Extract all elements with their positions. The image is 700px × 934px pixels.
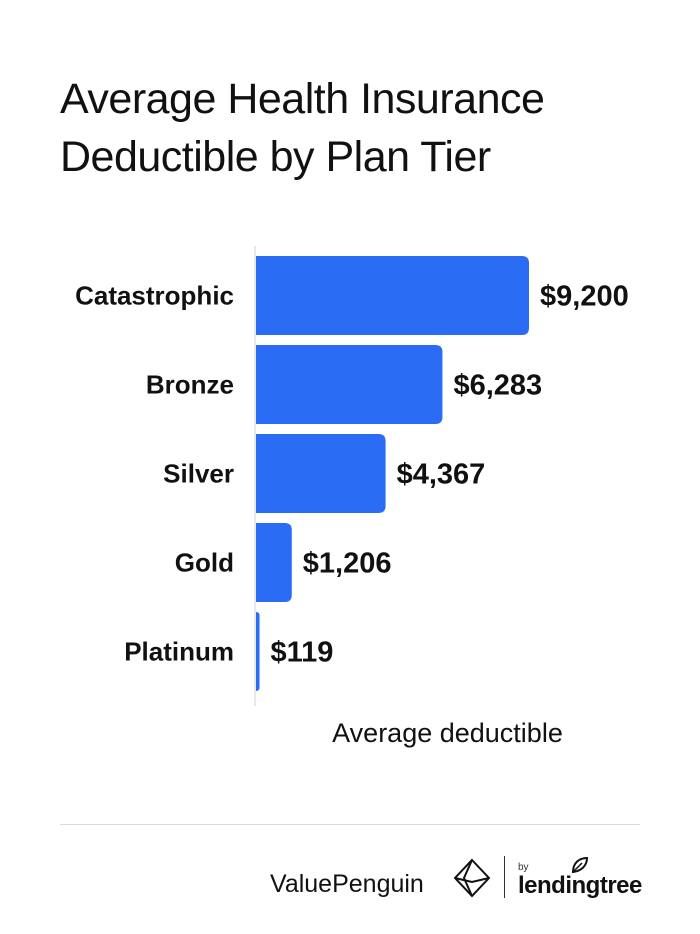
category-label-silver: Silver xyxy=(163,459,234,489)
lendingtree-wordmark: lendingtree xyxy=(518,872,642,899)
category-label-catastrophic: Catastrophic xyxy=(75,281,234,311)
by-text: by xyxy=(518,862,529,873)
bar-gold xyxy=(256,523,292,602)
value-label-platinum: $119 xyxy=(271,637,334,669)
category-label-platinum: Platinum xyxy=(124,637,234,667)
chart-title: Average Health Insurance Deductible by P… xyxy=(60,70,660,186)
value-label-bronze: $6,283 xyxy=(453,370,542,402)
chart-title-line-2: Deductible by Plan Tier xyxy=(60,133,491,181)
valuepenguin-wordmark: ValuePenguin xyxy=(270,870,424,898)
lendingtree-leaf-icon xyxy=(571,856,589,874)
value-label-catastrophic: $9,200 xyxy=(540,281,629,313)
valuepenguin-logo-icon xyxy=(453,858,491,898)
bar-silver xyxy=(256,434,386,513)
footer-separator xyxy=(504,856,505,898)
bar-platinum xyxy=(256,612,260,691)
value-label-gold: $1,206 xyxy=(303,548,392,580)
bar-chart: Catastrophic $9,200 Bronze $6,283 Silver $4,3… xyxy=(75,246,629,706)
bar-catastrophic xyxy=(256,256,529,335)
x-axis-label: Average deductible xyxy=(332,718,563,748)
footer-logos: ValuePenguin by lendingtree xyxy=(270,854,670,904)
chart-title-line-1: Average Health Insurance xyxy=(60,75,545,123)
value-label-silver: $4,367 xyxy=(397,459,486,491)
bar-bronze xyxy=(256,345,443,424)
footer-divider xyxy=(60,824,640,825)
category-label-gold: Gold xyxy=(175,548,234,578)
category-label-bronze: Bronze xyxy=(146,370,234,400)
